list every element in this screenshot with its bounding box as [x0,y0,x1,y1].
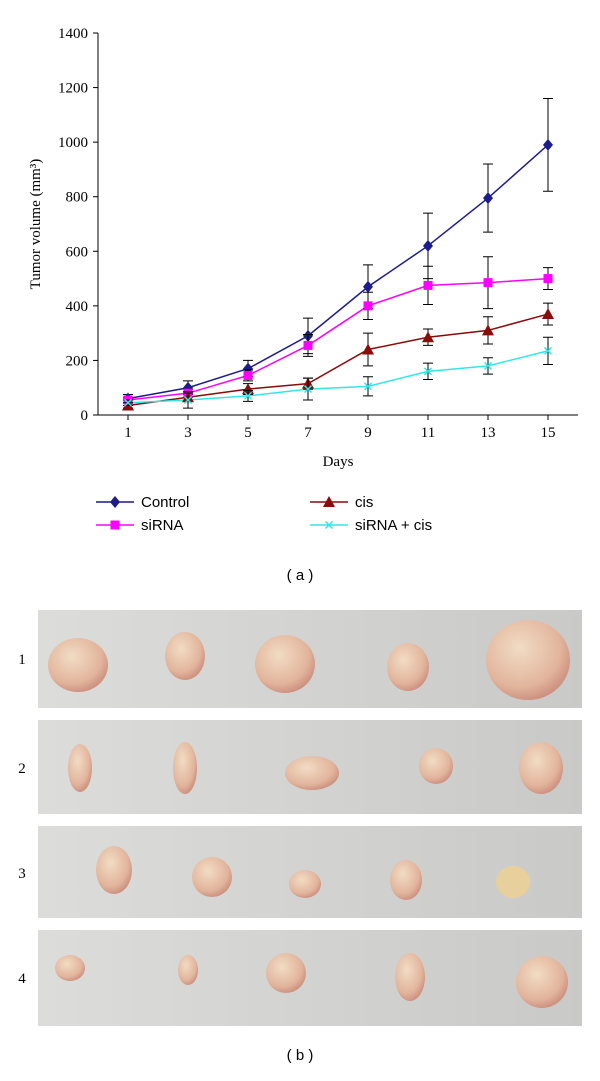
row-label: 4 [18,971,26,987]
x-tick-label: 11 [421,425,435,441]
row-label: 2 [18,761,26,777]
data-point [123,398,133,407]
data-point [363,280,373,293]
series-line [127,350,549,404]
data-point [483,278,493,288]
legend-label: Control [141,494,189,511]
data-point [482,324,494,336]
y-tick-label: 800 [66,190,89,206]
data-point [422,331,434,343]
x-tick-label: 9 [364,425,372,441]
data-point [423,367,433,376]
y-tick-label: 1400 [58,26,88,42]
row-label: 3 [18,866,26,882]
data-point [303,385,313,394]
data-point [423,280,433,290]
legend-label: siRNA + cis [355,517,432,534]
x-tick-label: 15 [541,425,556,441]
legend-marker [324,520,334,530]
data-point [423,239,433,252]
data-point [362,343,374,355]
row-label: 1 [18,652,26,668]
data-point [542,308,554,320]
data-point [363,382,373,391]
y-tick-label: 200 [66,353,89,369]
x-axis-label: Days [323,454,354,470]
data-point [483,192,493,205]
panel-label: ( a ) [287,567,314,584]
data-point [183,395,193,405]
series-line [127,144,549,400]
series-line [127,313,549,407]
y-tick-label: 400 [66,299,89,315]
data-point [543,346,553,355]
photo-panels [38,610,582,1026]
data-point [243,391,253,400]
x-tick-label: 5 [244,425,252,441]
data-point [363,301,373,311]
data-point [543,274,553,284]
y-tick-label: 1200 [58,81,88,97]
data-point [303,340,313,350]
x-tick-label: 13 [481,425,496,441]
data-point [242,383,254,395]
panel-label: ( b ) [287,1047,314,1064]
x-tick-label: 7 [304,425,312,441]
series-line [127,277,549,401]
y-tick-label: 1000 [58,135,88,151]
y-tick-label: 600 [66,244,89,260]
legend-label: cis [355,494,373,511]
legend-label: siRNA [141,517,184,534]
legend-marker [323,496,335,507]
legend-marker [110,520,120,530]
data-point [243,370,253,380]
legend-marker [110,496,120,508]
x-tick-label: 3 [184,425,192,441]
x-tick-label: 1 [124,425,132,441]
data-point [483,361,493,370]
data-point [543,138,553,151]
y-tick-label: 0 [81,408,89,424]
y-axis-label: Tumor volume (mm³) [28,159,44,290]
